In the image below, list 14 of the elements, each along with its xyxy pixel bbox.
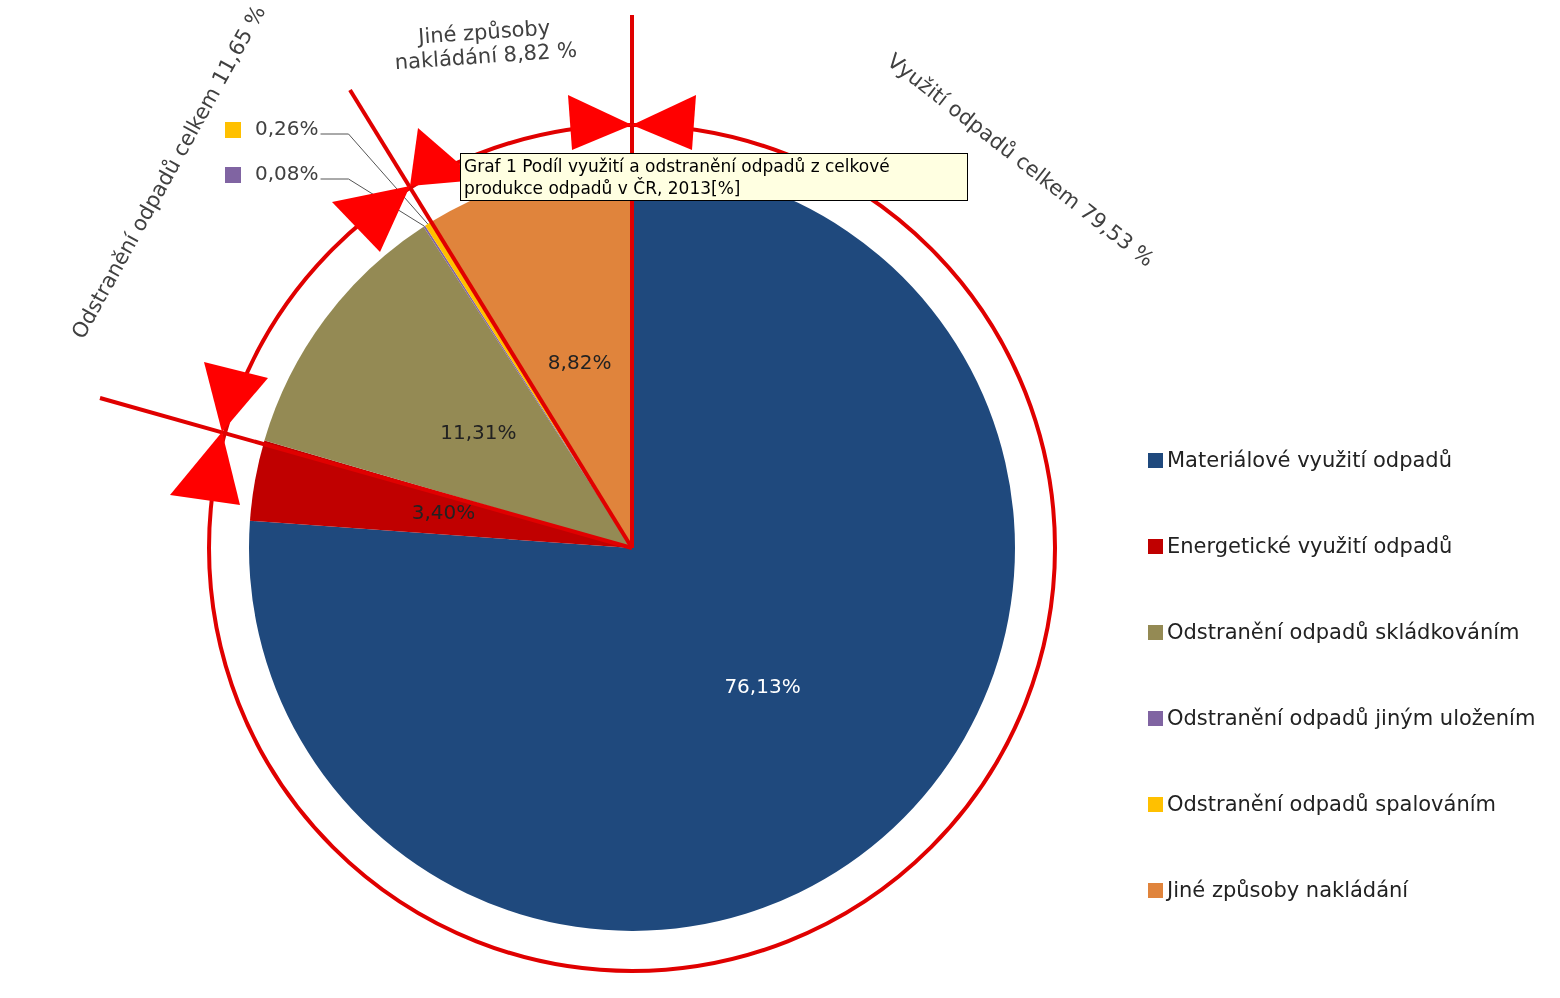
text: Graf 1 Podíl využití a odstranění odpadů z celkové produkce odpadů v ČR, 2013[%] xyxy=(460,153,968,201)
legend-label: Odstranění odpadů spalováním xyxy=(1167,792,1496,816)
legend-label: Odstranění odpadů skládkováním xyxy=(1167,620,1520,644)
legend-label: Energetické využití odpadů xyxy=(1167,534,1453,558)
data-label: 3,40% xyxy=(411,500,476,525)
data-label: 11,31% xyxy=(440,419,517,444)
data-label: 76,13% xyxy=(724,674,801,699)
data-label: 8,82% xyxy=(547,350,612,375)
data-label: 0,08% xyxy=(255,161,319,186)
legend-label: Odstranění odpadů jiným uložením xyxy=(1167,706,1536,730)
data-label: 0,26% xyxy=(255,116,319,141)
text: Jiné způsoby nakládání 8,82 % xyxy=(393,14,579,76)
legend-label: Materiálové využití odpadů xyxy=(1167,448,1452,472)
legend-label: Jiné způsoby nakládání xyxy=(1167,878,1409,902)
